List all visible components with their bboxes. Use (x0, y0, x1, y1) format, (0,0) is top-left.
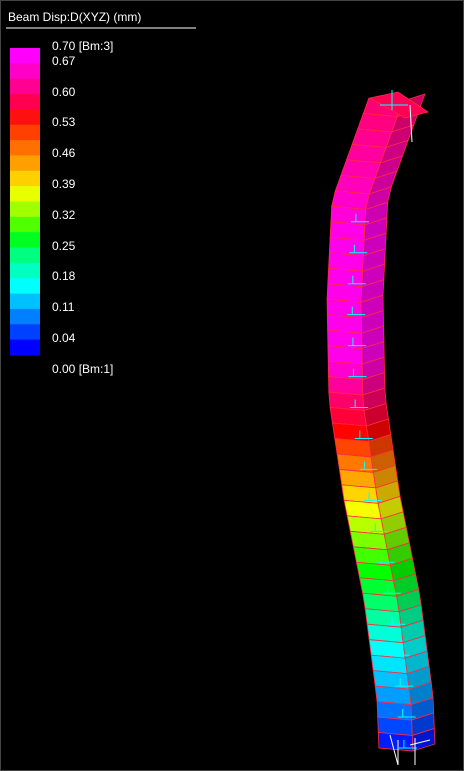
legend-label: 0.04 (52, 331, 76, 345)
legend-label: 0.32 (52, 208, 76, 222)
legend-swatch (10, 294, 40, 310)
legend-label: 0.46 (52, 146, 76, 160)
viewport: Beam Disp:D(XYZ) (mm) 0.70 [Bm:3]0.67 0.6… (0, 0, 464, 771)
legend-swatches (10, 48, 40, 356)
legend-swatch (10, 309, 40, 325)
legend-swatch (10, 155, 40, 171)
legend-label: 0.25 (52, 239, 76, 253)
legend-label: 0.39 (52, 177, 76, 191)
body: Beam Disp:D(XYZ) (mm) 0.70 [Bm:3]0.67 0.6… (0, 0, 464, 771)
legend-swatch (10, 140, 40, 156)
legend-swatch (10, 94, 40, 110)
page: Beam displacement {"legend": {"title": "… (0, 0, 464, 771)
legend-swatch (10, 125, 40, 141)
legend-label: 0.11 (52, 300, 75, 314)
legend-swatch (10, 109, 40, 125)
legend-swatch (10, 217, 40, 233)
legend-swatch (10, 248, 40, 264)
legend-label: 0.70 [Bm:3] (52, 39, 113, 53)
legend-label: 0.18 (52, 269, 76, 283)
legend-label: 0.00 [Bm:1] (52, 362, 113, 376)
legend-label: 0.67 (52, 54, 76, 68)
legend-label: 0.60 (52, 85, 76, 99)
legend-swatch (10, 278, 40, 294)
legend-label: 0.53 (52, 115, 76, 129)
legend-title: Beam Disp:D(XYZ) (mm) (8, 10, 141, 24)
legend-swatch (10, 63, 40, 79)
legend-swatch (10, 48, 40, 64)
legend-swatch (10, 171, 40, 187)
legend-swatch (10, 340, 40, 356)
legend-swatch (10, 324, 40, 340)
legend-swatch (10, 232, 40, 248)
legend-swatch (10, 263, 40, 279)
legend-swatch (10, 186, 40, 202)
legend-swatch (10, 79, 40, 95)
legend-swatch (10, 202, 40, 218)
